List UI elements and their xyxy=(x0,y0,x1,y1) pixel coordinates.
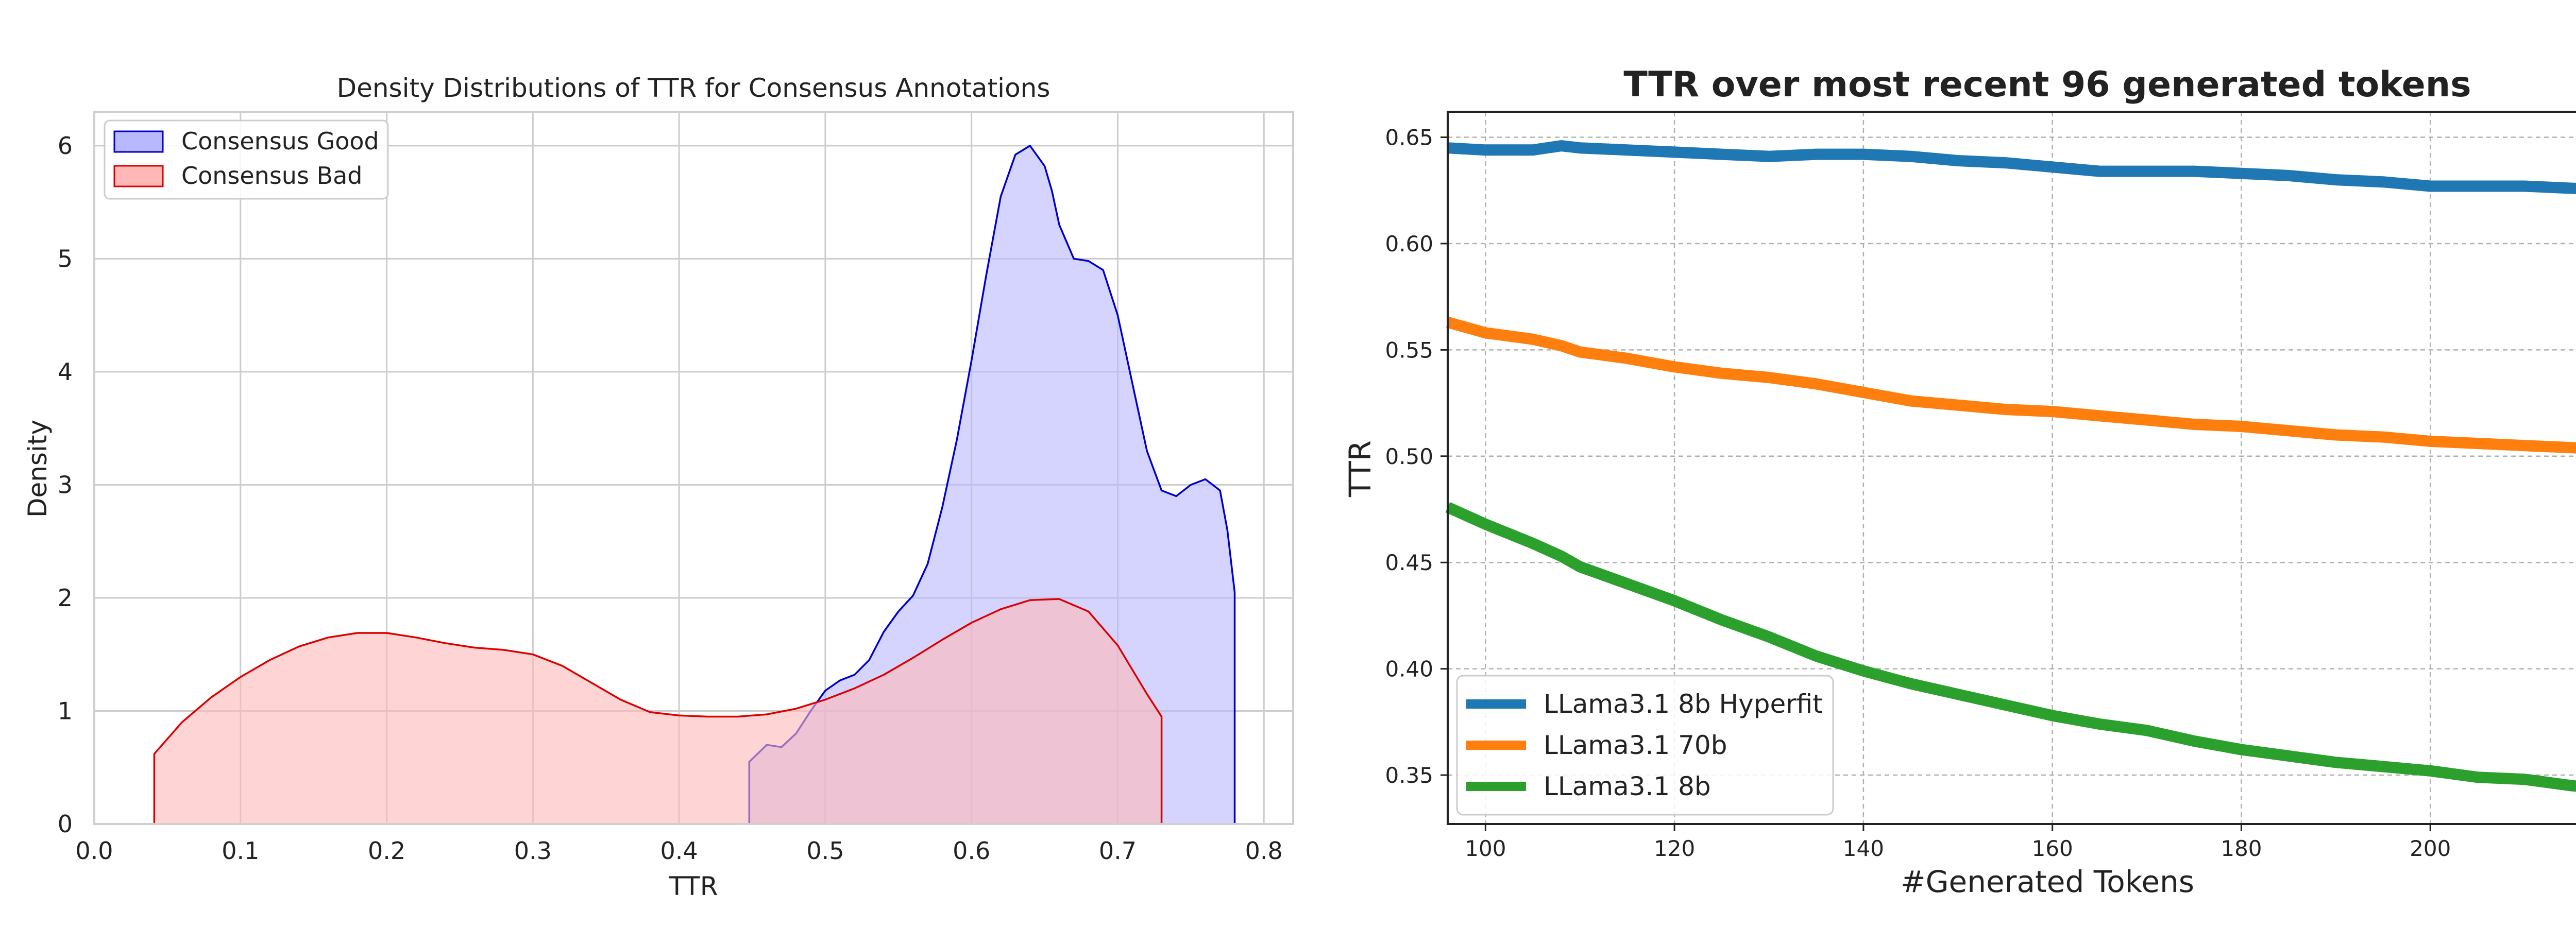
density-x-tick-label: 0.0 xyxy=(75,837,113,865)
ttr-y-tick-label: 0.45 xyxy=(1385,550,1433,575)
legend-label-consensus-good: Consensus Good xyxy=(181,127,379,155)
ttr-x-tick-label: 120 xyxy=(1654,836,1695,861)
ttr-x-tick-label: 180 xyxy=(2221,836,2262,861)
legend-swatch-consensus-good xyxy=(113,130,164,153)
density-chart: 0.0 0.1 0.2 0.3 0.4 0.5 0.6 0.7 0.8 0 1 2 3 4 5 6 Densi… xyxy=(23,73,1294,901)
ttr-lines xyxy=(1445,140,2576,792)
density-x-tick-label: 0.2 xyxy=(368,837,405,865)
ttr-y-tick-label: 0.55 xyxy=(1385,337,1433,363)
ttr-y-tick-label: 0.50 xyxy=(1385,444,1433,469)
density-x-tick-label: 0.1 xyxy=(222,837,259,865)
ttr-grid xyxy=(1448,112,2576,824)
legend-label-70b: LLama3.1 70b xyxy=(1544,730,1727,760)
legend-swatch-consensus-bad xyxy=(113,165,164,187)
density-legend-box xyxy=(104,119,389,200)
density-chart-title: Density Distributions of TTR for Consens… xyxy=(337,73,1050,103)
ttr-y-tick-label: 0.35 xyxy=(1385,763,1433,788)
density-plot-frame xyxy=(93,111,1294,825)
legend-label-consensus-bad: Consensus Bad xyxy=(181,162,363,190)
ttr-line-llama3-1-8b-hyperfit xyxy=(1447,140,2576,194)
ttr-y-axis-label: TTR xyxy=(1343,440,1378,497)
density-y-tick-label: 2 xyxy=(58,584,73,612)
density-y-tick-label: 6 xyxy=(58,132,73,160)
ttr-line-llama3-1-8b xyxy=(1445,502,2576,792)
ttr-x-axis-label: #Generated Tokens xyxy=(1901,864,2194,899)
density-x-tick-label: 0.6 xyxy=(953,837,990,865)
density-y-tick-label: 3 xyxy=(58,471,73,499)
ttr-chart-title: TTR over most recent 96 generated tokens xyxy=(1623,64,2471,105)
legend-label-8b: LLama3.1 8b xyxy=(1544,771,1711,801)
ttr-tick-labels: 1001201401601802002200.350.400.450.500.5… xyxy=(1385,125,2451,861)
ttr-x-tick-label: 140 xyxy=(1843,836,1884,861)
density-legend: Consensus Good Consensus Bad xyxy=(104,119,389,200)
ttr-plot-frame xyxy=(1447,111,2576,825)
ttr-legend: LLama3.1 8b Hyperfit LLama3.1 70b LLama3… xyxy=(1456,675,1834,816)
density-y-tick-label: 5 xyxy=(58,245,73,272)
density-x-tick-label: 0.5 xyxy=(806,837,844,865)
ttr-x-tick-label: 160 xyxy=(2032,836,2073,861)
ttr-y-tick-label: 0.60 xyxy=(1385,231,1433,256)
ttr-y-tick-label: 0.65 xyxy=(1385,125,1433,150)
density-x-tick-label: 0.8 xyxy=(1245,837,1283,865)
density-area-consensus-bad xyxy=(153,598,1163,825)
ttr-x-tick-label: 100 xyxy=(1465,836,1506,861)
ttr-legend-box xyxy=(1456,675,1834,816)
density-y-axis-label: Density xyxy=(23,420,53,518)
density-y-tick-label: 4 xyxy=(58,358,73,386)
density-y-tick-label: 1 xyxy=(58,697,73,725)
density-x-tick-label: 0.4 xyxy=(660,837,698,865)
density-y-tick-label: 0 xyxy=(58,810,73,838)
density-areas xyxy=(153,145,1236,825)
ttr-y-tick-label: 0.40 xyxy=(1385,657,1433,682)
density-x-tick-label: 0.7 xyxy=(1099,837,1137,865)
density-tick-labels: 0.0 0.1 0.2 0.3 0.4 0.5 0.6 0.7 0.8 0 1 2 3 4 5 6 xyxy=(58,132,1283,865)
density-x-axis-label: TTR xyxy=(669,871,718,901)
ttr-line-chart: 1001201401601802002200.350.400.450.500.5… xyxy=(1343,64,2576,899)
legend-label-hyperfit: LLama3.1 8b Hyperfit xyxy=(1544,689,1823,719)
density-x-tick-label: 0.3 xyxy=(514,837,552,865)
ttr-x-tick-label: 200 xyxy=(2410,836,2451,861)
ttr-line-llama3-1-70b xyxy=(1446,317,2576,454)
